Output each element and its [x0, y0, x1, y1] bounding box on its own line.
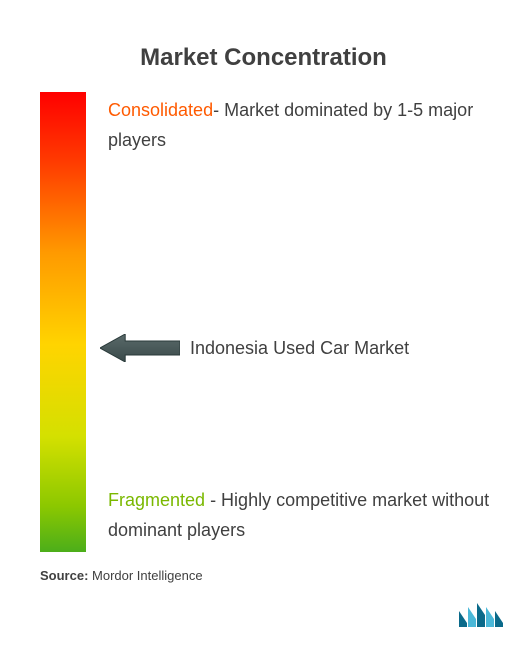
fragmented-keyword: Fragmented	[108, 490, 205, 510]
page-title: Market Concentration	[0, 0, 527, 92]
source-label: Source:	[40, 568, 88, 583]
mordor-logo-icon	[457, 599, 505, 629]
source-value: Mordor Intelligence	[88, 568, 202, 583]
concentration-gradient-bar	[40, 92, 86, 552]
consolidated-keyword: Consolidated	[108, 100, 213, 120]
consolidated-description: Consolidated- Market dominated by 1-5 ma…	[108, 96, 498, 155]
arrow-left-icon	[100, 334, 180, 362]
source-attribution: Source: Mordor Intelligence	[40, 568, 203, 583]
market-name-label: Indonesia Used Car Market	[190, 338, 409, 359]
fragmented-description: Fragmented - Highly competitive market w…	[108, 486, 508, 545]
market-position-marker: Indonesia Used Car Market	[100, 334, 409, 362]
